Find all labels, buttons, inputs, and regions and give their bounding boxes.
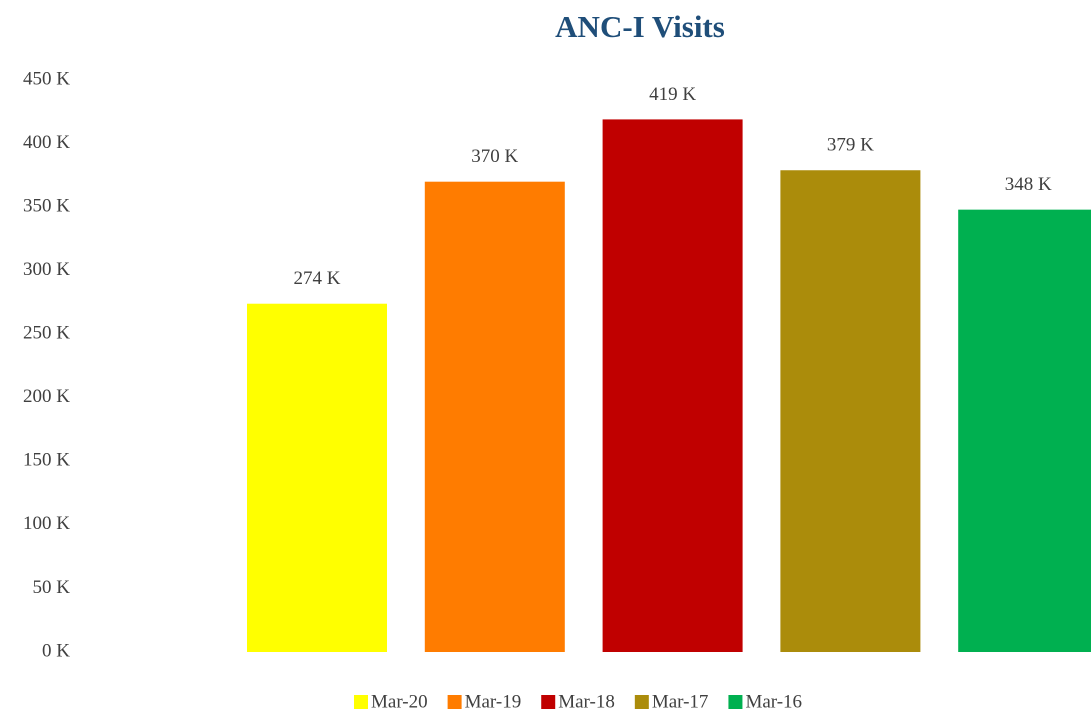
y-tick-label: 400 K: [23, 132, 70, 153]
bar: [424, 181, 565, 652]
legend-label: Mar-16: [745, 691, 802, 712]
legend-label: Mar-17: [652, 691, 709, 712]
y-tick-label: 50 K: [33, 577, 71, 598]
bar: [247, 303, 387, 652]
legend-label: Mar-19: [465, 691, 522, 712]
y-tick-label: 250 K: [23, 323, 70, 344]
bar: [958, 209, 1091, 653]
bar: [602, 119, 743, 653]
y-tick-label: 100 K: [23, 513, 70, 534]
legend-swatch: [447, 695, 462, 709]
legend-swatch: [541, 695, 556, 709]
data-label: 348 K: [1005, 174, 1052, 195]
legend-swatch: [728, 695, 743, 709]
y-tick-label: 200 K: [23, 386, 70, 407]
bar: [780, 170, 921, 652]
y-tick-label: 350 K: [23, 195, 70, 216]
data-label: 274 K: [294, 268, 341, 289]
legend-swatch: [354, 695, 368, 709]
y-tick-label: 0 K: [42, 640, 70, 661]
data-label: 419 K: [649, 84, 696, 105]
chart-title: ANC-I Visits: [555, 9, 725, 44]
data-label: 379 K: [827, 135, 874, 156]
y-tick-label: 150 K: [23, 450, 70, 471]
legend-label: Mar-20: [371, 691, 428, 712]
data-label: 370 K: [471, 146, 518, 167]
y-tick-label: 450 K: [23, 68, 70, 89]
legend-swatch: [634, 695, 649, 709]
y-tick-label: 300 K: [23, 259, 70, 280]
legend-label: Mar-18: [558, 691, 615, 712]
